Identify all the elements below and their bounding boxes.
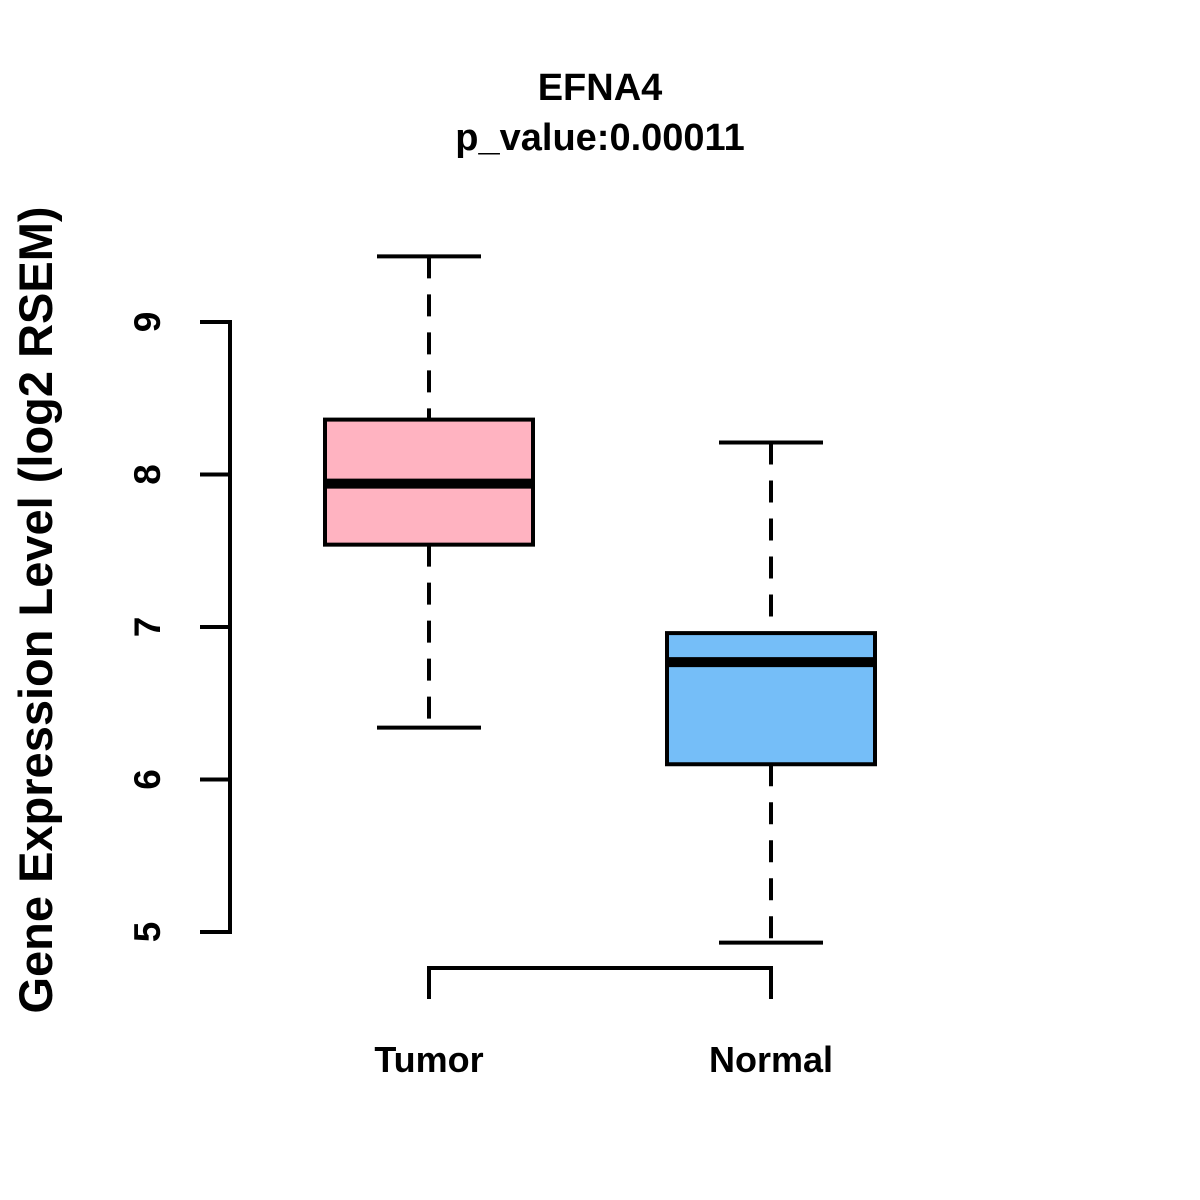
annotation-layer <box>427 966 773 999</box>
box-group-normal <box>665 440 877 945</box>
y-axis-tick-label: 5 <box>127 922 168 943</box>
x-category-labels: Tumor Normal <box>374 1039 833 1080</box>
y-axis-tick-label: 9 <box>127 312 168 333</box>
box-layer <box>323 254 877 945</box>
comparison-bracket <box>427 966 773 999</box>
y-axis-tick-label: 8 <box>127 464 168 485</box>
x-category-label-tumor: Tumor <box>374 1039 483 1080</box>
x-category-label-normal: Normal <box>709 1039 833 1080</box>
normal-iqr-box <box>665 631 877 767</box>
y-axis-label: Gene Expression Level (log2 RSEM) <box>9 206 62 1013</box>
y-axis: 5 6 7 8 9 <box>127 312 232 943</box>
box-group-tumor <box>323 254 535 730</box>
chart-title: EFNA4 <box>538 67 663 109</box>
y-axis-tick-label: 7 <box>127 617 168 638</box>
chart-pvalue-subtitle: p_value:0.00011 <box>455 117 744 159</box>
y-axis-tick-label: 6 <box>127 769 168 790</box>
